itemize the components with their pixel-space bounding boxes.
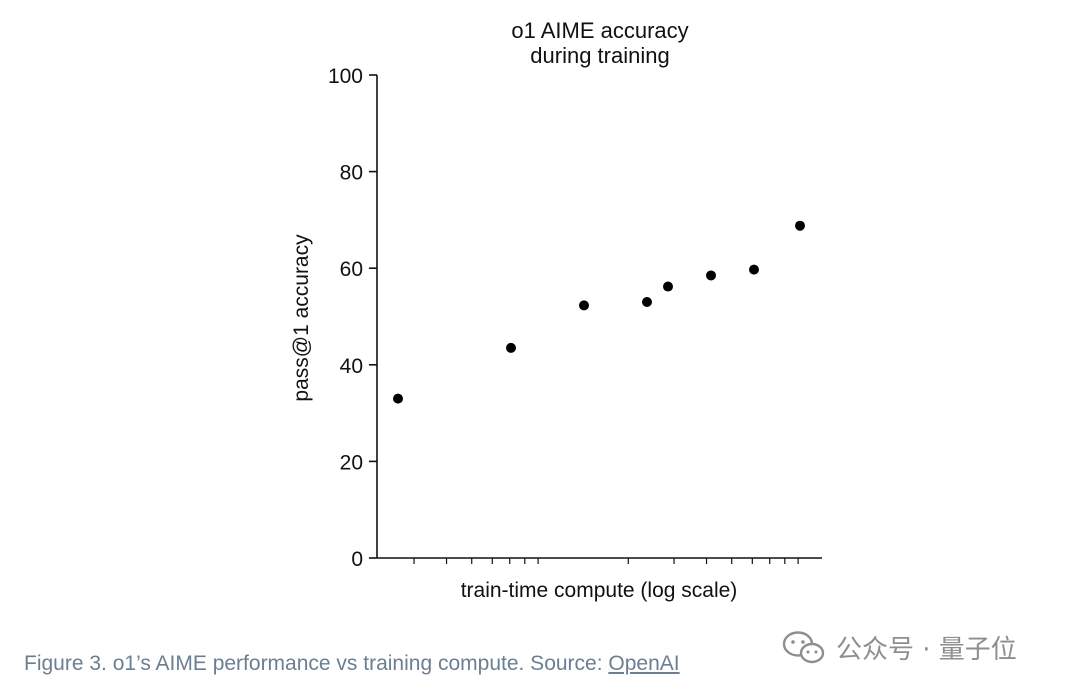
chart-title-line-1: o1 AIME accuracy bbox=[511, 18, 688, 43]
watermark: 公众号 · 量子位 bbox=[782, 629, 1017, 666]
data-point bbox=[506, 342, 516, 353]
y-tick-label: 0 bbox=[351, 548, 363, 571]
data-point bbox=[393, 393, 403, 404]
y-tick-label: 100 bbox=[328, 65, 363, 88]
wechat-icon bbox=[782, 630, 825, 663]
data-point bbox=[642, 297, 652, 308]
figure-caption: Figure 3. o1’s AIME performance vs train… bbox=[24, 652, 680, 676]
caption-text: Figure 3. o1’s AIME performance vs train… bbox=[24, 652, 609, 675]
chart-title-line-2: during training bbox=[530, 43, 669, 68]
data-point bbox=[795, 220, 805, 231]
data-point bbox=[706, 270, 716, 281]
chart: o1 AIME accuracy during training 0 20 40 60… bbox=[290, 18, 822, 602]
y-tick-label: 80 bbox=[340, 162, 363, 185]
data-point bbox=[663, 281, 673, 292]
y-tick-label: 40 bbox=[340, 355, 363, 378]
y-axis-label: pass@1 accuracy bbox=[290, 234, 313, 402]
x-axis-label: train-time compute (log scale) bbox=[461, 579, 738, 602]
y-tick-label: 20 bbox=[340, 451, 363, 474]
y-tick-label: 60 bbox=[340, 258, 363, 281]
data-point bbox=[579, 300, 589, 311]
source-link[interactable]: OpenAI bbox=[608, 652, 680, 675]
watermark-text: 公众号 · 量子位 bbox=[836, 635, 1017, 665]
data-point bbox=[749, 264, 759, 275]
